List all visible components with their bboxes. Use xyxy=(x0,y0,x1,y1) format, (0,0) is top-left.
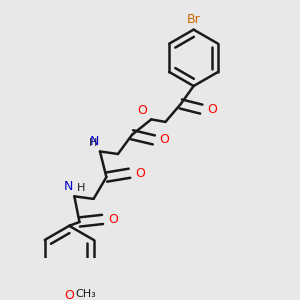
Text: H: H xyxy=(77,183,85,193)
Text: N: N xyxy=(89,135,99,148)
Text: Br: Br xyxy=(187,13,200,26)
Text: H: H xyxy=(89,138,98,148)
Text: O: O xyxy=(208,103,218,116)
Text: CH₃: CH₃ xyxy=(76,289,96,299)
Text: O: O xyxy=(138,104,147,117)
Text: N: N xyxy=(64,180,73,193)
Text: O: O xyxy=(160,134,170,146)
Text: O: O xyxy=(64,289,74,300)
Text: O: O xyxy=(135,167,145,180)
Text: O: O xyxy=(108,213,118,226)
